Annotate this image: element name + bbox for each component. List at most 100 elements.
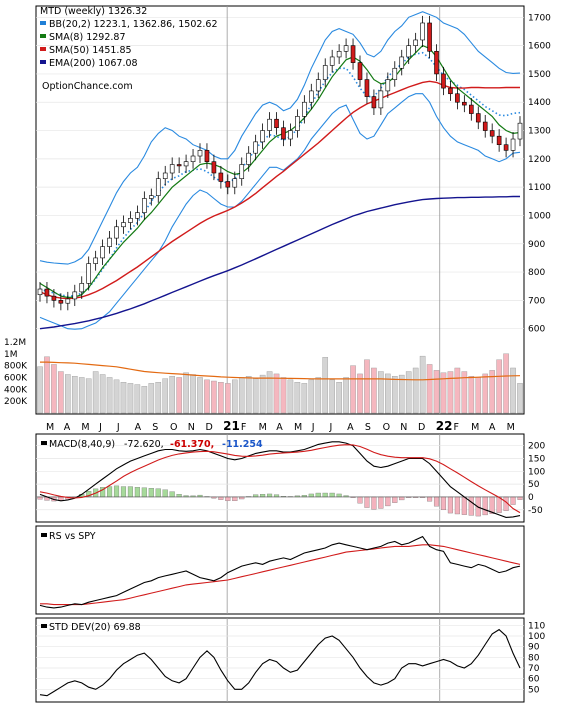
volume-bar	[496, 359, 502, 414]
volume-bar	[468, 376, 475, 414]
month-tick: M	[294, 422, 302, 433]
month-tick: M	[259, 422, 267, 433]
volume-bar	[190, 374, 196, 414]
price-ytick: 1200	[528, 155, 551, 165]
candle-body	[392, 67, 398, 80]
macd-histogram-bar	[461, 496, 467, 515]
volume-bar	[266, 371, 273, 414]
candle-body	[469, 104, 474, 114]
legend-label: MTD (weekly) 1326.32	[40, 6, 147, 17]
volume-bar	[71, 376, 78, 414]
macd-histogram-bar	[427, 496, 433, 502]
volume-bar	[245, 376, 252, 414]
stddev-ytick: 70	[528, 664, 540, 674]
candle-body	[86, 263, 91, 284]
candle-body	[343, 45, 349, 52]
macd-histogram-bar	[239, 496, 245, 500]
volume-bar	[127, 383, 134, 414]
volume-ytick: 1.2M	[4, 338, 26, 348]
volume-bar	[454, 367, 461, 414]
month-tick: O	[383, 422, 390, 433]
macd-histogram-bar	[447, 496, 453, 514]
volume-bar	[211, 380, 217, 414]
candle-body	[357, 62, 363, 80]
macd-ytick: 150	[528, 455, 545, 465]
price-ytick: 900	[528, 240, 545, 250]
volume-bar	[58, 371, 64, 414]
candle-body	[378, 90, 384, 109]
macd-histogram-bar	[510, 496, 516, 505]
candle-body	[385, 79, 391, 92]
macd-histogram-bar	[225, 496, 231, 502]
candle-body	[253, 141, 258, 154]
macd-histogram-bar	[329, 492, 335, 498]
candle-body	[475, 113, 481, 123]
candle-body	[225, 181, 231, 188]
candle-body	[183, 161, 189, 167]
legend-swatch	[41, 533, 47, 537]
candle-body	[65, 298, 71, 304]
volume-bar	[412, 367, 419, 414]
volume-ytick: 600K	[4, 373, 28, 383]
candle-body	[211, 161, 217, 174]
stddev-ytick: 50	[528, 685, 540, 695]
month-tick: 21	[223, 419, 240, 433]
macd-histogram-bar	[482, 496, 488, 516]
candle-body	[399, 56, 405, 69]
volume-bar	[106, 377, 113, 414]
volume-ytick: 200K	[4, 397, 28, 407]
macd-histogram-bar	[253, 494, 259, 498]
candle-body	[309, 90, 314, 103]
volume-bar	[197, 377, 203, 414]
candle-body	[517, 122, 523, 140]
candle-body	[197, 150, 203, 157]
candle-body	[329, 56, 335, 66]
month-tick: A	[489, 422, 496, 433]
volume-bar	[51, 364, 57, 414]
macd-ytick: -50	[528, 506, 543, 516]
macd-legend-label: MACD(8,40,9)	[49, 439, 115, 450]
price-ytick: 600	[528, 325, 545, 335]
legend-label: SMA(8) 1292.87	[49, 32, 126, 43]
stddev-ytick: 80	[528, 653, 540, 663]
month-tick: N	[188, 422, 195, 433]
volume-bar	[113, 379, 120, 414]
volume-bar	[398, 374, 405, 414]
candle-body	[267, 118, 272, 131]
watermark-label: OptionChance.com	[42, 81, 133, 92]
candle-body	[162, 172, 168, 179]
legend-swatch	[40, 34, 46, 38]
chart-labels: 1700160015001400130012001100100090080070…	[4, 6, 551, 695]
month-tick: J	[116, 422, 120, 433]
volume-bar	[385, 373, 391, 414]
volume-bar	[391, 376, 398, 414]
month-tick: M	[471, 422, 479, 433]
volume-bar	[92, 371, 99, 414]
candle-body	[413, 39, 418, 46]
candle-body	[93, 257, 98, 264]
candle-body	[149, 195, 154, 199]
volume-bar	[294, 382, 301, 414]
candle-body	[302, 101, 307, 117]
price-ytick: 1600	[528, 42, 551, 52]
macd-ytick: 200	[528, 442, 545, 452]
volume-bar	[99, 374, 106, 414]
price-ytick: 1700	[528, 13, 551, 23]
volume-bar	[336, 382, 342, 414]
candle-body	[246, 152, 251, 165]
month-tick: S	[365, 422, 371, 433]
macd-histogram-bar	[141, 487, 147, 498]
rs-avg-line	[40, 544, 521, 606]
volume-bar	[440, 372, 447, 414]
macd-line	[39, 441, 521, 518]
macd-histogram-bar	[440, 496, 447, 511]
candle-body	[281, 127, 286, 140]
volume-bar	[301, 383, 308, 414]
candle-body	[176, 164, 182, 167]
volume-bar	[273, 373, 280, 414]
macd-legend-label: -72.620,	[124, 439, 164, 450]
stddev-panel	[35, 617, 525, 703]
volume-bar	[433, 370, 440, 414]
macd-histogram-bar	[308, 493, 314, 498]
sma8-line	[39, 44, 521, 299]
